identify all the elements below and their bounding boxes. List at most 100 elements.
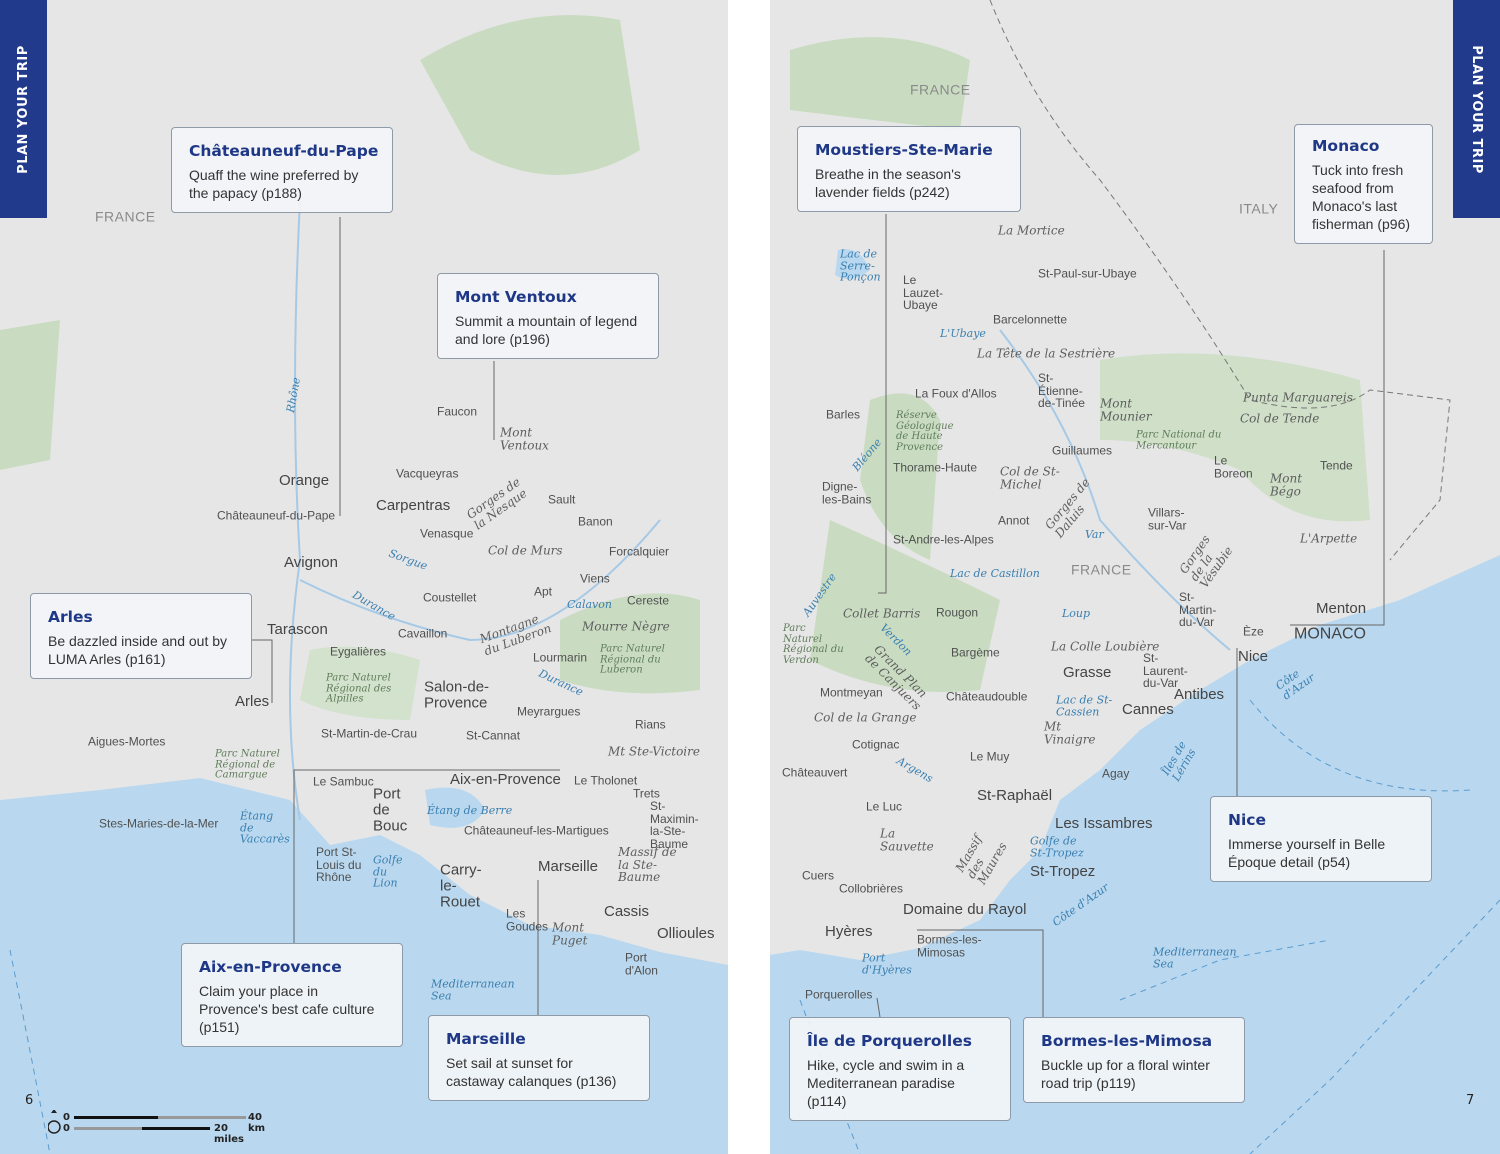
- place-label: Venasque: [420, 526, 474, 541]
- place-label: Le Boreon: [1214, 453, 1253, 480]
- park-label: Parc Naturel Régional du Luberon: [600, 643, 665, 676]
- place-label: Bargème: [951, 645, 1000, 660]
- mountain-label: Mont Puget: [552, 920, 588, 947]
- callout-title: Monaco: [1312, 137, 1380, 155]
- scale-zero: 0: [63, 1123, 70, 1134]
- lagoon: [220, 804, 280, 839]
- place-label: Cereste: [627, 593, 670, 608]
- place-label: Carry-le-Rouet: [440, 861, 482, 910]
- place-label: Thorame-Haute: [893, 460, 978, 475]
- river-durance: [299, 519, 661, 642]
- water-label: Mediterranean Sea: [1153, 945, 1237, 970]
- compass-icon: [48, 1120, 61, 1134]
- river-var: [999, 329, 1231, 651]
- place-label: Hyères: [825, 923, 873, 941]
- mountain-label: Punta Marguareis: [1243, 390, 1353, 405]
- place-label: Cotignac: [852, 737, 900, 752]
- callout-text: Hike, cycle and swim in a Mediterranean …: [807, 1057, 965, 1109]
- place-label: Grasse: [1063, 664, 1112, 682]
- callout-arles: Arles Be dazzled inside and out by LUMA A…: [30, 593, 252, 679]
- place-label: Le Lauzet-Ubaye: [903, 273, 944, 313]
- place-label: Ollioules: [657, 925, 715, 943]
- park-area: [560, 593, 700, 694]
- callout-aix-en-provence: Aix-en-Provence Claim your place in Prove…: [181, 943, 403, 1047]
- page-number: 6: [25, 1093, 34, 1108]
- page-number: 7: [1466, 1093, 1475, 1108]
- place-label: Collobrières: [839, 881, 904, 896]
- place-label: Barcelonnette: [993, 312, 1068, 327]
- place-label: St-Raphaël: [977, 787, 1053, 805]
- mountain-label: Mt Ste-Victoire: [608, 744, 700, 759]
- place-label: Domaine du Rayol: [903, 901, 1027, 919]
- scale-km: 40 km: [248, 1112, 266, 1134]
- place-label: St-Martin-de-Crau: [321, 726, 418, 741]
- place-label: Port d'Alon: [625, 950, 658, 977]
- place-label: St-Martin-du-Var: [1179, 590, 1217, 630]
- park-area: [860, 393, 940, 560]
- place-label: St-Paul-sur-Ubaye: [1038, 266, 1137, 281]
- ferry-route: [1249, 899, 1500, 1154]
- callout-connectors: [252, 217, 560, 1015]
- place-label: Carpentras: [376, 497, 451, 515]
- water-label: Calavon: [567, 598, 612, 612]
- place-label: Arles: [235, 693, 270, 711]
- region-label: FRANCE: [1071, 561, 1132, 578]
- callout-title: Mont Ventoux: [455, 288, 577, 306]
- mountain-label: Collet Barris: [843, 606, 921, 621]
- place-label: Lourmarin: [533, 650, 588, 665]
- place-label: St-Maximin-la-Ste-Baume: [650, 798, 699, 851]
- mountain-label: Mont Bégo: [1270, 471, 1303, 498]
- side-tab: PLAN YOUR TRIP: [0, 0, 47, 218]
- park-label: Réserve Géologique de Haute Provence: [896, 410, 954, 453]
- place-label: Villars-sur-Var: [1148, 505, 1187, 532]
- north-arrow-icon: [51, 1110, 57, 1113]
- water-label: Port d'Hyères: [862, 951, 912, 976]
- mountain-label: Massif de la Ste-Baume: [618, 845, 677, 885]
- map-page-left: FRANCE Rhône Faucon Mont Ventoux Vacqueyras O…: [0, 0, 728, 1154]
- place-label: Salon-de-Provence: [424, 678, 490, 711]
- map-base-right: [770, 0, 1500, 1154]
- scale-graphic: [48, 1110, 246, 1134]
- place-label: Menton: [1316, 600, 1367, 618]
- place-label: Les Issambres: [1055, 815, 1153, 833]
- callout-title: Île de Porquerolles: [807, 1032, 972, 1050]
- place-label: Meyrargues: [517, 704, 581, 719]
- place-label: St-Andre-les-Alpes: [893, 532, 994, 547]
- place-label: Le Sambuc: [313, 774, 374, 789]
- lagoon: [425, 787, 485, 828]
- place-label: Port de Bouc: [373, 785, 408, 834]
- place-label: Vacqueyras: [396, 466, 459, 481]
- water-label: Étang de Vaccarès: [240, 809, 290, 846]
- place-label: Porquerolles: [805, 987, 873, 1002]
- border-france-italy: [989, 0, 1451, 561]
- callout-text: Claim your place in Provence's best cafe…: [199, 983, 375, 1035]
- page-gutter: [728, 0, 770, 1154]
- ferry-route: [9, 949, 51, 1154]
- water-label: Étang de Berre: [427, 804, 513, 818]
- callout-marseille: Marseille Set sail at sunset for castaway…: [428, 1015, 650, 1101]
- callout-text: Quaff the wine preferred by the papacy (…: [189, 167, 359, 201]
- place-label: Les Goudes: [506, 906, 549, 933]
- water-label: Golfe du Lion: [373, 853, 403, 890]
- ferry-route: [799, 999, 861, 1154]
- mountain-label: L'Arpette: [1300, 531, 1358, 546]
- place-label: Faucon: [437, 404, 478, 419]
- mountain-label: Mont Ventoux: [500, 425, 549, 452]
- place-label: St-Cannat: [466, 728, 521, 743]
- scale-miles: 20 miles: [214, 1123, 245, 1145]
- callout-text: Be dazzled inside and out by LUMA Arles …: [48, 633, 228, 667]
- park-label: Parc Naturel Régional des Alpilles: [326, 672, 392, 705]
- callout-text: Tuck into fresh seafood from Monaco's la…: [1312, 162, 1411, 232]
- water-label: Mediterranean Sea: [431, 977, 515, 1002]
- ferry-route: [1119, 939, 1331, 1001]
- mountain-label: Col de la Grange: [814, 710, 917, 725]
- callout-title: Châteauneuf-du-Pape: [189, 142, 379, 160]
- callout-nice: Nice Immerse yourself in Belle Époque det…: [1210, 796, 1432, 882]
- callout-title: Nice: [1228, 811, 1266, 829]
- callout-title: Aix-en-Provence: [199, 958, 342, 976]
- place-label: Montmeyan: [820, 685, 883, 700]
- place-label: St-Étienne-de-Tinée: [1038, 371, 1085, 411]
- place-label: Cassis: [604, 903, 650, 921]
- place-label: Coustellet: [423, 590, 477, 605]
- place-label: Le Luc: [866, 799, 903, 814]
